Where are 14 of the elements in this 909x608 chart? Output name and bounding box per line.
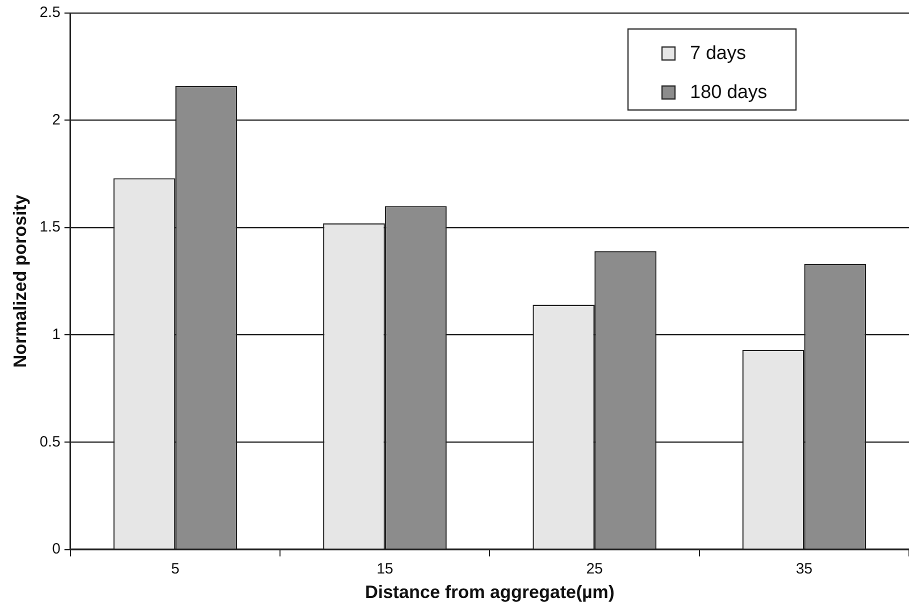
- y-tick-label: 2.5: [40, 4, 60, 22]
- x-tick-label: 15: [376, 560, 394, 578]
- y-axis-title: Normalized porosity: [10, 194, 30, 368]
- x-tick-label: 5: [171, 560, 180, 578]
- x-axis-title: Distance from aggregate(µm): [365, 582, 614, 602]
- x-tick-label: 25: [586, 560, 603, 578]
- y-tick-label: 1.5: [40, 218, 60, 236]
- legend-label: 7 days: [690, 43, 746, 64]
- x-tick-label: 35: [796, 560, 813, 578]
- y-tick-label: 2: [52, 111, 60, 128]
- legend-label: 180 days: [690, 82, 768, 104]
- y-tick-label: 0.5: [40, 433, 60, 450]
- y-tick-label: 1: [52, 326, 60, 343]
- y-tick-label: 0: [52, 540, 60, 558]
